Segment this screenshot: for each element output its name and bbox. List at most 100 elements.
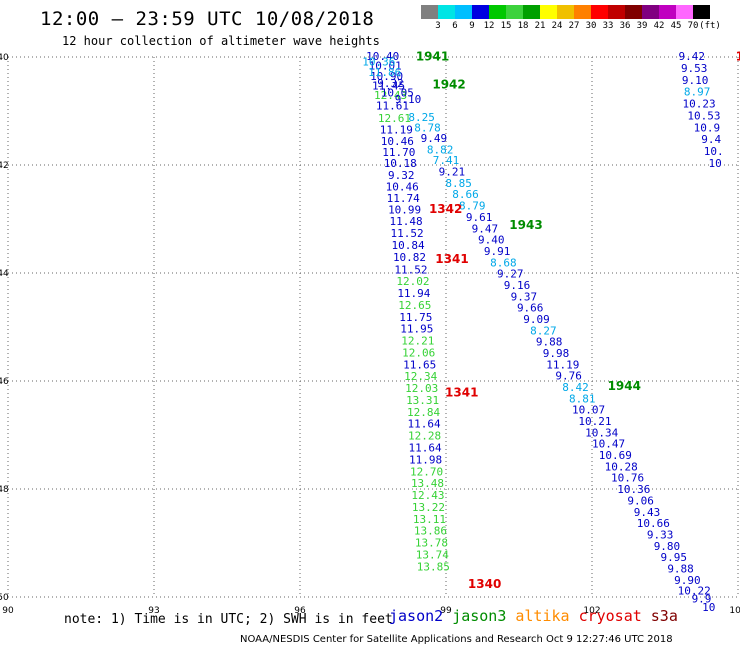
- wave-height-value: 10.23: [683, 98, 716, 111]
- wave-height-value: 11.61: [376, 100, 409, 113]
- colorbar-label: 42: [653, 21, 665, 31]
- wave-height-value: 9.27: [497, 268, 524, 281]
- wave-height-value: 9.61: [466, 211, 493, 224]
- colorbar-label: (ft): [699, 21, 721, 31]
- wave-height-value: 8.78: [414, 121, 441, 134]
- wave-height-value: 8.79: [459, 200, 486, 213]
- units-note: note: 1) Time is in UTC; 2) SWH is in fe…: [64, 612, 393, 627]
- longitude-label: 90: [2, 606, 14, 616]
- pass-time-label: 1: [736, 50, 740, 64]
- longitude-label: 102: [583, 606, 600, 616]
- colorbar-label: 36: [619, 21, 631, 31]
- colorbar-label: 30: [585, 21, 597, 31]
- colorbar-label: 15: [500, 21, 512, 31]
- colorbar-labels: 3 6 9 12 15 18 21 24 27 30 33 36 39 42 45 70 (ft): [421, 21, 740, 35]
- wave-height-value: 8.42: [562, 381, 589, 394]
- colorbar-label: 70: [687, 21, 699, 31]
- wave-height-values: 10.4010.0110.9011.4512.4311.6112.6111.19…: [362, 50, 723, 614]
- wave-height-value: 9.88: [667, 562, 694, 575]
- colorbar-swatch: [591, 5, 608, 19]
- colorbar-swatch: [557, 5, 574, 19]
- legend-cryosat: cryosat: [578, 607, 642, 625]
- satellite-legend: jason2 jason3 altika cryosat s3a: [389, 607, 687, 625]
- wave-height-value: 10.05: [381, 87, 414, 100]
- colorbar-swatch: [676, 5, 693, 19]
- wave-height-value: 13.78: [415, 537, 448, 550]
- colorbar-label: 12: [483, 21, 495, 31]
- colorbar-label: 45: [670, 21, 682, 31]
- colorbar-label: 39: [636, 21, 648, 31]
- wave-height-value: 13.74: [416, 548, 449, 561]
- wave-height-value: 11.19: [546, 358, 579, 371]
- wave-height-value: 10.01: [369, 60, 402, 73]
- wave-height-value: 9.32: [377, 77, 404, 90]
- map-subtitle: 12 hour collection of altimeter wave hei…: [62, 34, 380, 48]
- pass-time-label: 1943: [509, 218, 542, 232]
- wave-height-value: 10.53: [687, 109, 720, 122]
- colorbar-swatch: [659, 5, 676, 19]
- wave-height-value: 8.25: [408, 111, 435, 124]
- wave-height-value: 13.48: [411, 477, 444, 490]
- wave-height-colorbar: 3 6 9 12 15 18 21 24 27 30 33 36 39 42 45 70 (ft): [421, 5, 721, 31]
- wave-height-value: 10.84: [391, 239, 424, 252]
- colorbar-label: 21: [534, 21, 546, 31]
- pass-time-label: 1342: [429, 202, 462, 216]
- wave-height-value: 10: [709, 157, 722, 170]
- wave-height-value: 9.95: [661, 551, 688, 564]
- wave-height-value: 10.36: [362, 55, 395, 68]
- wave-height-value: 10.21: [578, 415, 611, 428]
- wave-height-value: 12.70: [410, 465, 443, 478]
- wave-height-value: 10.07: [572, 404, 605, 417]
- wave-height-value: 11.52: [391, 227, 424, 240]
- colorbar-label: 18: [517, 21, 529, 31]
- wave-height-value: 10.76: [611, 472, 644, 485]
- colorbar-label: 3: [435, 21, 441, 31]
- wave-height-value: 10.40: [366, 50, 399, 63]
- wave-height-value: 9.10: [395, 93, 422, 106]
- longitude-label: 105: [729, 606, 740, 616]
- colorbar-swatch: [438, 5, 455, 19]
- axis-labels: 90 93 96 99 102 105 -40 -42 -44 -46 -48 -50: [0, 53, 740, 616]
- wave-height-value: 10.9: [694, 121, 721, 134]
- latitude-label: -50: [0, 593, 9, 603]
- wave-height-value: 9.40: [478, 234, 505, 247]
- credit-line: NOAA/NESDIS Center for Satellite Applica…: [240, 634, 673, 645]
- colorbar-swatch: [472, 5, 489, 19]
- wave-height-value: 10.69: [599, 449, 632, 462]
- wave-height-value: 13.22: [412, 501, 445, 514]
- pass-time-label: 1944: [608, 379, 641, 393]
- pass-time-label: 1341: [435, 252, 468, 266]
- wave-height-value: 9.98: [543, 347, 570, 360]
- pass-time-label: 1341: [445, 385, 478, 399]
- wave-height-value: 10.90: [370, 70, 403, 83]
- wave-height-value: 10.46: [386, 181, 419, 194]
- longitude-label: 99: [440, 606, 452, 616]
- wave-height-value: 9.42: [679, 50, 706, 63]
- wave-height-value: 11.64: [408, 418, 441, 431]
- wave-height-value: 8.85: [445, 177, 472, 190]
- colorbar-swatches: [421, 5, 710, 19]
- wave-height-value: 13.31: [406, 394, 439, 407]
- colorbar-swatch: [455, 5, 472, 19]
- wave-height-value: 11.64: [409, 442, 442, 455]
- wave-height-value: 8.82: [427, 143, 454, 156]
- wave-height-value: 8.97: [684, 86, 711, 99]
- wave-height-value: 12.03: [405, 382, 438, 395]
- wave-height-value: 13.11: [413, 513, 446, 526]
- wave-height-value: 9.10: [682, 74, 709, 87]
- wave-height-value: 11.95: [400, 323, 433, 336]
- colorbar-swatch: [625, 5, 642, 19]
- wave-height-value: 9.80: [654, 540, 681, 553]
- wave-height-value: 9.9: [692, 593, 712, 606]
- wave-height-value: 9.32: [388, 169, 415, 182]
- colorbar-label: 24: [551, 21, 563, 31]
- wave-height-value: 9.09: [523, 313, 550, 326]
- latitude-label: -40: [0, 53, 9, 63]
- longitude-label: 93: [148, 606, 159, 616]
- wave-height-value: 11.52: [394, 263, 427, 276]
- wave-height-value: 10.46: [381, 135, 414, 148]
- colorbar-swatch: [642, 5, 659, 19]
- wave-height-value: 10.28: [605, 460, 638, 473]
- wave-height-value: 10.36: [617, 483, 650, 496]
- wave-height-value: 12.02: [396, 275, 429, 288]
